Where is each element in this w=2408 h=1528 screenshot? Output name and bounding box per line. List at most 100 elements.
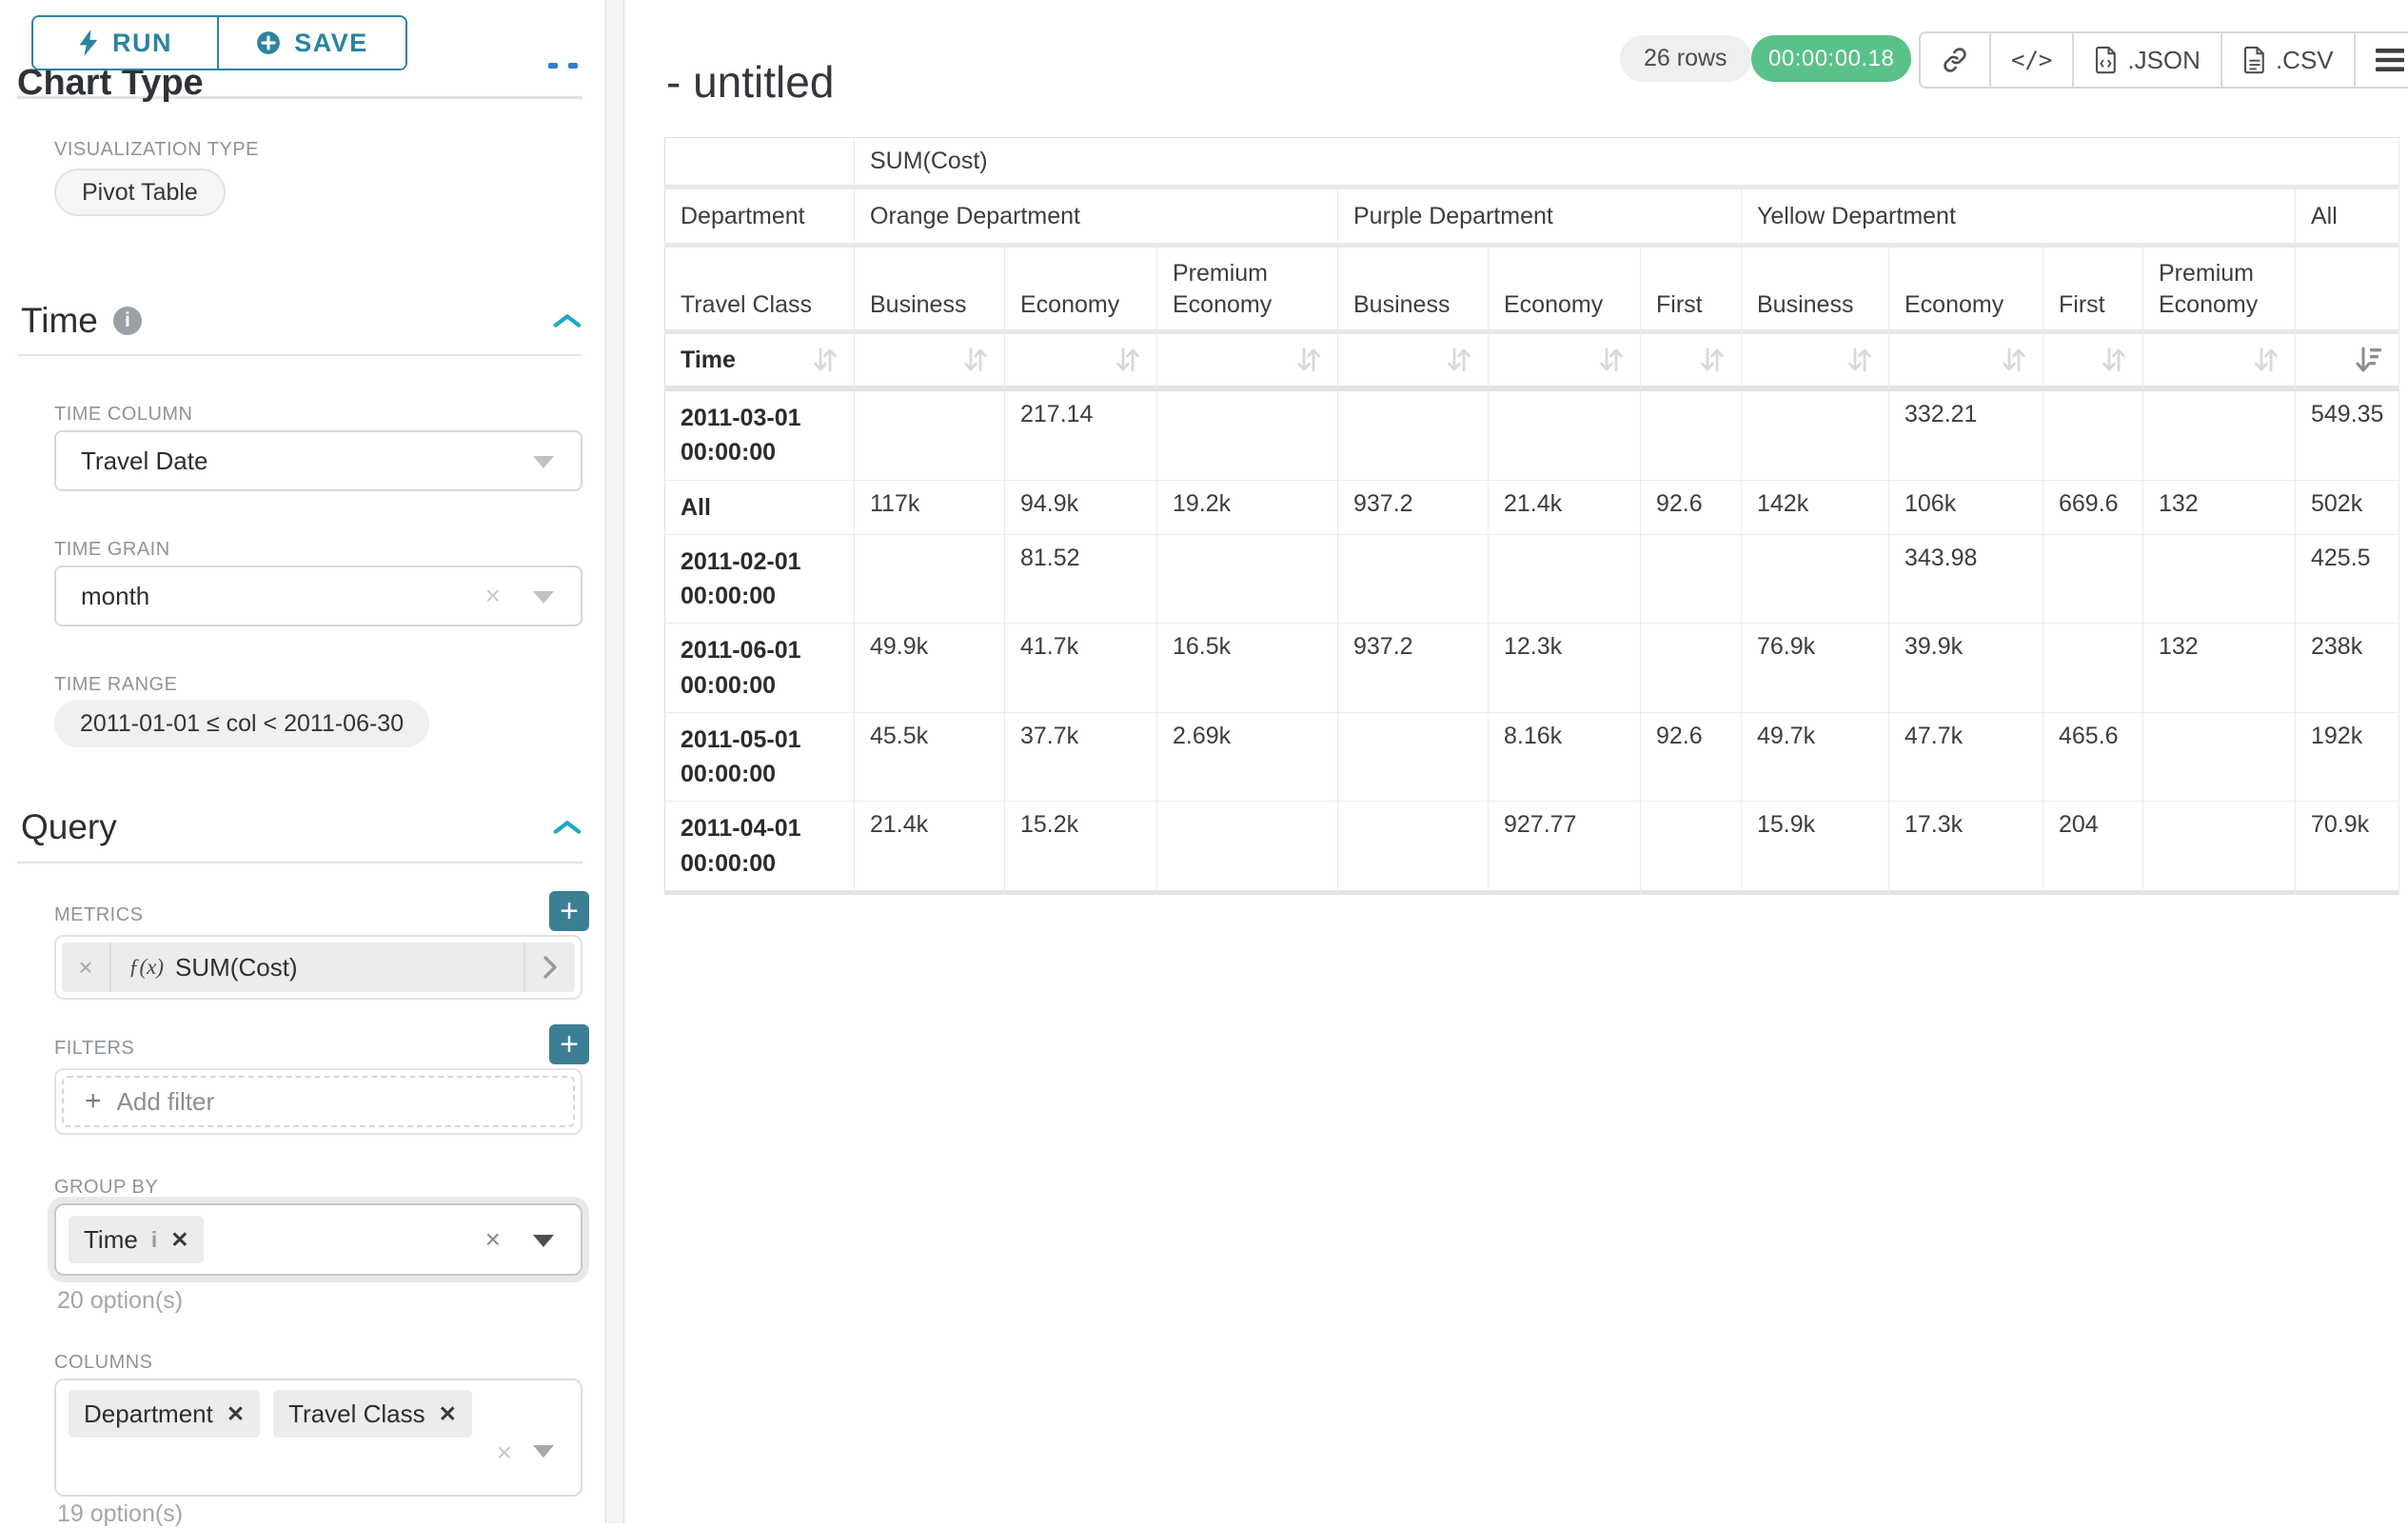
sort-header-cell[interactable] <box>1742 334 1889 391</box>
time-grain-label: TIME GRAIN <box>54 539 170 560</box>
columns-tag[interactable]: Department ✕ <box>69 1390 261 1438</box>
export-json-button[interactable]: .JSON <box>2072 33 2220 87</box>
chevron-up-icon[interactable] <box>552 818 582 837</box>
pivot-value-cell <box>1742 391 1889 481</box>
columns-tag[interactable]: Travel Class ✕ <box>273 1390 472 1438</box>
menu-icon <box>2375 48 2404 72</box>
columns-tag-label: Department <box>84 1399 213 1428</box>
add-filter-plus-button[interactable]: + <box>549 1024 589 1064</box>
pivot-row-label: 2011-03-01 00:00:00 <box>664 391 855 481</box>
sort-header-cell[interactable] <box>1889 334 2043 391</box>
export-csv-button[interactable]: .CSV <box>2220 33 2354 87</box>
copy-link-button[interactable] <box>1921 33 1989 87</box>
sort-header-cell[interactable] <box>1641 334 1742 391</box>
view-query-button[interactable]: </> <box>1989 33 2073 87</box>
sort-header-cell[interactable] <box>1005 334 1157 391</box>
time-section-title: Time <box>21 301 98 340</box>
plus-icon: + <box>560 893 579 929</box>
clear-icon[interactable]: × <box>484 1224 501 1254</box>
file-json-icon <box>2094 46 2119 74</box>
menu-button[interactable] <box>2353 33 2408 87</box>
close-icon[interactable]: ✕ <box>226 1400 246 1426</box>
plus-icon: + <box>85 1085 102 1117</box>
pivot-value-cell: 669.6 <box>2043 480 2143 535</box>
pivot-value-cell <box>855 534 1005 625</box>
sort-header-cell[interactable] <box>1489 334 1641 391</box>
pivot-value-cell <box>2143 391 2296 481</box>
save-button[interactable]: SAVE <box>219 17 405 69</box>
sort-icon <box>1115 346 1141 374</box>
pivot-sort-row: Time <box>664 334 2400 391</box>
sort-header-cell[interactable] <box>2043 334 2143 391</box>
pivot-value-cell: 8.16k <box>1489 712 1641 803</box>
save-button-label: SAVE <box>294 28 368 57</box>
pivot-col-header: Business <box>855 248 1005 334</box>
group-by-tag[interactable]: Time i ✕ <box>69 1216 205 1263</box>
columns-label: COLUMNS <box>54 1352 153 1373</box>
run-button[interactable]: RUN <box>33 17 219 69</box>
metric-header: SUM(Cost) <box>855 137 2400 189</box>
query-timer-badge: 00:00:00.18 <box>1751 35 1912 82</box>
visualization-type-label: VISUALIZATION TYPE <box>54 139 259 160</box>
pivot-col-header: First <box>2043 248 2143 334</box>
pivot-value-cell: 45.5k <box>855 712 1005 803</box>
sort-header-cell[interactable] <box>2143 334 2296 391</box>
close-icon[interactable]: ✕ <box>438 1400 457 1426</box>
chevron-right-icon[interactable] <box>523 943 575 992</box>
caret-down-icon <box>533 456 554 468</box>
metric-pill[interactable]: × ƒ(x) SUM(Cost) <box>62 943 575 992</box>
pivot-col-header: Business <box>1338 248 1489 334</box>
time-column-select[interactable]: Travel Date <box>54 430 582 491</box>
filters-control: + Add filter <box>54 1068 582 1135</box>
add-filter-button[interactable]: + Add filter <box>62 1076 575 1127</box>
pivot-value-cell: 204 <box>2043 802 2143 895</box>
sort-header-cell[interactable] <box>1157 334 1338 391</box>
plus-circle-icon <box>256 30 281 55</box>
time-grain-value: month <box>81 581 150 610</box>
columns-select[interactable]: Department ✕ Travel Class ✕ × <box>54 1379 582 1497</box>
pivot-value-cell <box>2143 802 2296 895</box>
chevron-up-icon[interactable] <box>552 311 582 330</box>
pivot-row-label: 2011-05-01 00:00:00 <box>664 712 855 803</box>
close-icon[interactable]: ✕ <box>170 1226 189 1252</box>
row-dimension-travel-class: Travel Class <box>664 248 855 334</box>
time-column-label: TIME COLUMN <box>54 404 193 425</box>
pivot-row-label: 2011-02-01 00:00:00 <box>664 534 855 625</box>
pivot-value-cell <box>855 391 1005 481</box>
sidebar-scrollbar[interactable] <box>605 0 624 1523</box>
plus-icon: + <box>560 1026 579 1062</box>
pivot-value-cell: 81.52 <box>1005 534 1157 625</box>
metric-value: SUM(Cost) <box>175 952 298 982</box>
pivot-value-cell: 70.9k <box>2296 802 2400 895</box>
run-button-label: RUN <box>112 28 172 57</box>
pivot-value-cell: 92.6 <box>1641 480 1742 535</box>
pivot-data-row: 2011-04-01 00:00:00 21.4k 15.2k 927.77 15.9k… <box>664 802 2400 895</box>
clear-icon[interactable]: × <box>484 581 501 610</box>
sort-header-cell[interactable] <box>2296 334 2400 391</box>
pivot-value-cell <box>1641 802 1742 895</box>
pivot-value-cell: 49.9k <box>855 624 1005 713</box>
chart-title[interactable]: - untitled <box>666 56 835 107</box>
pivot-value-cell: 549.35 <box>2296 391 2400 481</box>
group-by-select[interactable]: Time i ✕ × <box>54 1203 582 1276</box>
clear-icon[interactable]: × <box>496 1438 512 1467</box>
remove-metric-icon[interactable]: × <box>62 943 111 992</box>
time-range-pill[interactable]: 2011-01-01 ≤ col < 2011-06-30 <box>54 700 430 747</box>
metrics-label: METRICS <box>54 904 144 925</box>
pivot-value-cell <box>2143 712 2296 803</box>
sort-header-time[interactable]: Time <box>664 334 855 391</box>
pivot-col-header <box>2296 248 2400 334</box>
add-metric-button[interactable]: + <box>549 891 589 931</box>
pivot-value-cell <box>2143 534 2296 625</box>
function-icon: ƒ(x) <box>128 955 165 979</box>
sort-header-cell[interactable] <box>855 334 1005 391</box>
sort-header-cell[interactable] <box>1338 334 1489 391</box>
pivot-value-cell: 238k <box>2296 624 2400 713</box>
sort-icon <box>2101 346 2127 374</box>
pivot-value-cell: 39.9k <box>1889 624 2043 713</box>
time-grain-select[interactable]: month × <box>54 566 582 626</box>
pivot-value-cell: 92.6 <box>1641 712 1742 803</box>
group-by-tag-label: Time <box>84 1224 138 1254</box>
pivot-value-cell: 132 <box>2143 624 2296 713</box>
visualization-type-pill[interactable]: Pivot Table <box>54 169 226 216</box>
